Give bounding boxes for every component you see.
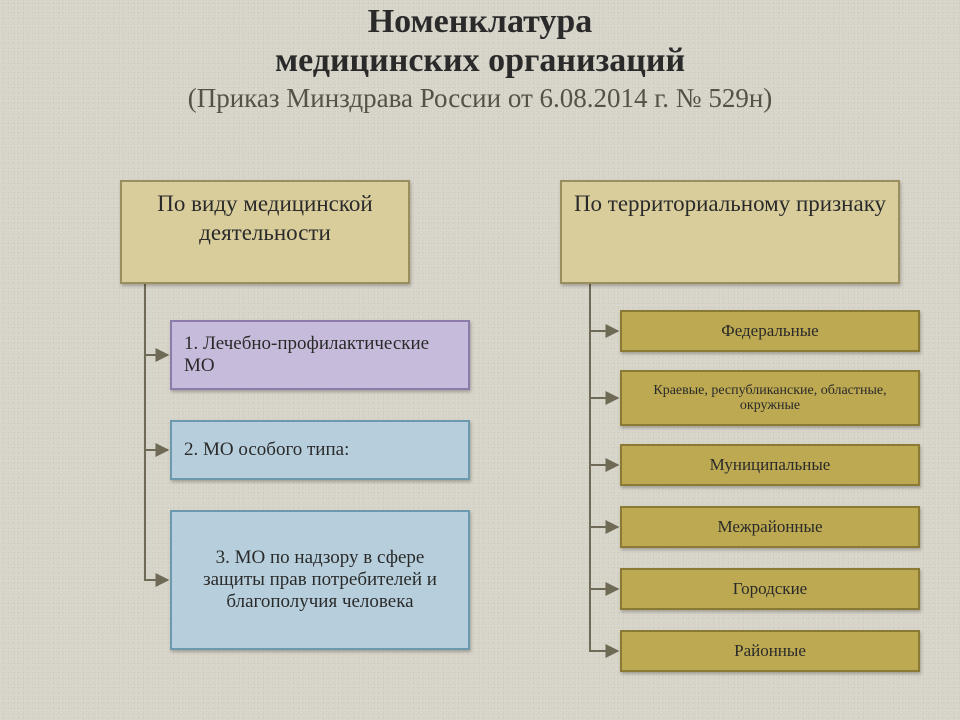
right-child-6: Районные xyxy=(620,630,920,672)
right-child-2: Краевые, республиканские, областные, окр… xyxy=(620,370,920,426)
title-subtitle: (Приказ Минздрава России от 6.08.2014 г.… xyxy=(0,82,960,116)
title-block: Номенклатура медицинских организаций (Пр… xyxy=(0,0,960,116)
right-child-6-label: Районные xyxy=(734,642,806,661)
title-line2: медицинских организаций xyxy=(0,41,960,80)
left-child-3-label: 3. МО по надзору в сфере защиты прав пот… xyxy=(184,547,456,613)
left-child-1-label: 1. Лечебно-профилактические МО xyxy=(184,333,456,377)
right-child-1-label: Федеральные xyxy=(721,322,818,341)
category-box-left: По виду медицинской деятельности xyxy=(120,180,410,284)
slide-content: Номенклатура медицинских организаций (Пр… xyxy=(0,0,960,720)
category-right-label: По территориальному признаку xyxy=(574,191,886,216)
right-child-4: Межрайонные xyxy=(620,506,920,548)
right-child-5: Городские xyxy=(620,568,920,610)
left-child-1: 1. Лечебно-профилактические МО xyxy=(170,320,470,390)
right-child-1: Федеральные xyxy=(620,310,920,352)
left-child-2: 2. МО особого типа: xyxy=(170,420,470,480)
left-child-3: 3. МО по надзору в сфере защиты прав пот… xyxy=(170,510,470,650)
title-line1: Номенклатура xyxy=(0,2,960,41)
left-child-2-label: 2. МО особого типа: xyxy=(184,439,349,461)
right-child-4-label: Межрайонные xyxy=(718,518,823,537)
right-child-3: Муниципальные xyxy=(620,444,920,486)
right-child-2-label: Краевые, республиканские, областные, окр… xyxy=(630,383,910,414)
right-child-5-label: Городские xyxy=(733,580,807,599)
category-left-label: По виду медицинской деятельности xyxy=(157,191,372,245)
category-box-right: По территориальному признаку xyxy=(560,180,900,284)
right-child-3-label: Муниципальные xyxy=(710,456,831,475)
